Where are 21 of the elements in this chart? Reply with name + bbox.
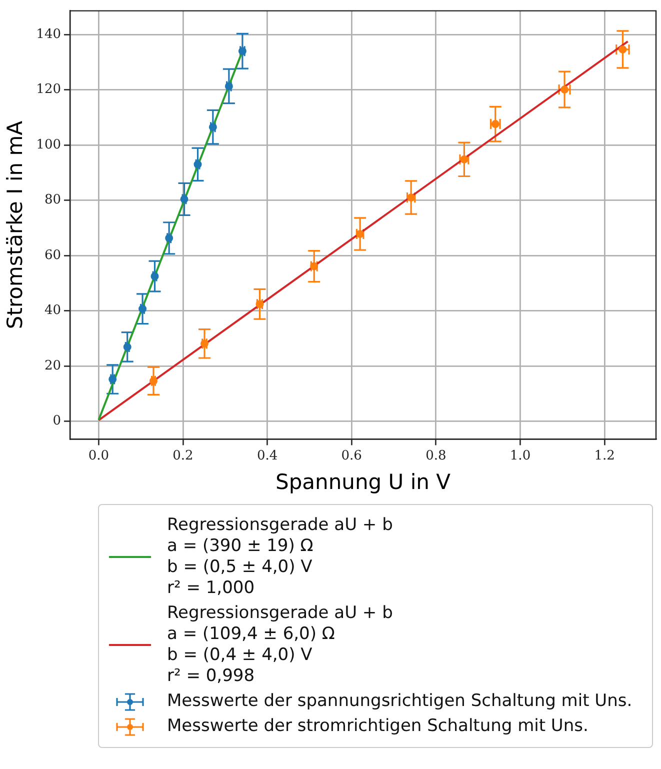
y-tick-label: 20 [44, 358, 62, 374]
x-tick-label: 0.2 [172, 448, 194, 464]
x-axis-title: Spannung U in V [276, 470, 452, 494]
x-tick-label: 1.2 [594, 448, 615, 464]
y-tick-label: 80 [44, 192, 62, 208]
x-tick-label: 0.0 [88, 448, 110, 464]
y-tick-label: 60 [44, 248, 62, 263]
y-tick-label: 100 [36, 137, 62, 152]
y-axis-title: Stromstärke I in mA [3, 120, 28, 330]
x-tick-label: 1.0 [510, 448, 531, 464]
legend-label: Messwerte der spannungsrichtigen Schaltung mit Uns. [167, 691, 632, 712]
x-tick-label: 0.6 [341, 448, 362, 464]
x-tick-label: 0.4 [256, 448, 278, 464]
x-tick-label: 0.8 [426, 448, 446, 464]
y-tick-label: 40 [44, 303, 62, 318]
y-tick-label: 120 [36, 82, 62, 98]
legend-label: Regressionsgerade aU + b a = (109,4 ± 6,0) Ω b = (0,4 ± 4,0) V r² = 0,998 [167, 603, 393, 687]
legend-label: Messwerte der stromrichtigen Schaltung mit Uns. [167, 716, 588, 737]
y-tick-label: 140 [36, 26, 62, 42]
y-tick-label: 0 [52, 414, 62, 429]
legend-label: Regressionsgerade aU + b a = (390 ± 19) Ω b = (0,5 ± 4,0) V r² = 1,000 [167, 515, 393, 599]
